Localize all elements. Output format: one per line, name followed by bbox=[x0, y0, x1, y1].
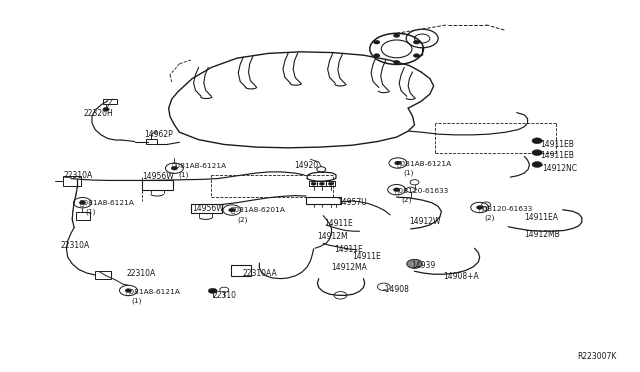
Circle shape bbox=[407, 259, 422, 268]
Text: 14911E: 14911E bbox=[324, 219, 353, 228]
Circle shape bbox=[394, 188, 400, 192]
Bar bbox=[306, 197, 341, 204]
Bar bbox=[309, 181, 317, 186]
Text: (1): (1) bbox=[132, 298, 142, 304]
Circle shape bbox=[228, 208, 235, 212]
Text: (2): (2) bbox=[484, 214, 495, 221]
Text: Ⓑ081A8-6121A: Ⓑ081A8-6121A bbox=[79, 199, 134, 206]
Text: 22310A: 22310A bbox=[60, 241, 90, 250]
Circle shape bbox=[413, 54, 420, 57]
Text: Ⓑ0B120-61633: Ⓑ0B120-61633 bbox=[395, 187, 449, 194]
Bar bbox=[147, 138, 157, 144]
Circle shape bbox=[172, 166, 177, 170]
Bar bbox=[326, 181, 335, 186]
Text: (2): (2) bbox=[401, 196, 412, 203]
Text: 14956W: 14956W bbox=[143, 172, 174, 181]
Bar bbox=[317, 181, 326, 186]
Circle shape bbox=[208, 288, 217, 294]
Text: 14912MA: 14912MA bbox=[332, 263, 367, 272]
Circle shape bbox=[394, 60, 400, 64]
Text: Ⓑ0B120-61633: Ⓑ0B120-61633 bbox=[478, 205, 532, 212]
Text: 22310A: 22310A bbox=[127, 269, 156, 278]
Text: 14908+A: 14908+A bbox=[444, 272, 479, 281]
Text: 14956W: 14956W bbox=[192, 204, 224, 213]
Text: 14911E: 14911E bbox=[352, 252, 381, 261]
Circle shape bbox=[328, 182, 333, 185]
Circle shape bbox=[125, 289, 132, 292]
Circle shape bbox=[374, 54, 380, 57]
Text: 14911EB: 14911EB bbox=[540, 151, 574, 160]
Circle shape bbox=[395, 161, 401, 165]
Circle shape bbox=[532, 138, 542, 144]
Bar bbox=[230, 265, 251, 276]
Text: R223007K: R223007K bbox=[577, 352, 617, 361]
Text: Ⓑ081AB-6121A: Ⓑ081AB-6121A bbox=[172, 162, 227, 169]
Text: 14939: 14939 bbox=[412, 261, 436, 270]
Text: Ⓑ081A8-6121A: Ⓑ081A8-6121A bbox=[125, 288, 180, 295]
Text: Ⓑ081A8-6201A: Ⓑ081A8-6201A bbox=[230, 207, 285, 214]
Circle shape bbox=[532, 161, 542, 167]
Text: 14911EA: 14911EA bbox=[524, 213, 558, 222]
Circle shape bbox=[79, 201, 86, 205]
Bar bbox=[103, 99, 117, 105]
Bar bbox=[143, 180, 173, 190]
Text: 14911E: 14911E bbox=[335, 244, 364, 253]
Text: -14908: -14908 bbox=[383, 285, 410, 294]
Text: (2): (2) bbox=[237, 216, 248, 222]
Bar bbox=[95, 271, 111, 279]
Text: 14920: 14920 bbox=[294, 161, 319, 170]
Text: 14962P: 14962P bbox=[145, 129, 173, 139]
Text: 14957U: 14957U bbox=[337, 198, 367, 207]
Text: 22310A: 22310A bbox=[63, 171, 93, 180]
Bar bbox=[191, 204, 221, 213]
Circle shape bbox=[532, 150, 542, 155]
Text: 14912NC: 14912NC bbox=[542, 164, 577, 173]
Bar bbox=[76, 212, 90, 220]
Circle shape bbox=[413, 40, 420, 44]
Circle shape bbox=[394, 34, 400, 37]
Circle shape bbox=[374, 40, 380, 44]
Text: Ⓑ081AB-6121A: Ⓑ081AB-6121A bbox=[397, 160, 452, 167]
Text: 22320H: 22320H bbox=[84, 109, 113, 118]
Circle shape bbox=[311, 182, 316, 185]
Text: 14912W: 14912W bbox=[410, 217, 441, 226]
Bar bbox=[63, 176, 81, 186]
Text: (1): (1) bbox=[403, 170, 413, 176]
Text: 14912M: 14912M bbox=[317, 231, 348, 241]
Text: 22310AA: 22310AA bbox=[242, 269, 277, 278]
Circle shape bbox=[476, 206, 483, 209]
Text: (1): (1) bbox=[178, 171, 189, 178]
Text: (1): (1) bbox=[86, 209, 96, 215]
Text: 22310: 22310 bbox=[212, 291, 237, 300]
Circle shape bbox=[319, 182, 324, 185]
Circle shape bbox=[103, 108, 109, 111]
Text: 14911EB: 14911EB bbox=[540, 140, 574, 149]
Text: 14912MB: 14912MB bbox=[524, 230, 560, 240]
